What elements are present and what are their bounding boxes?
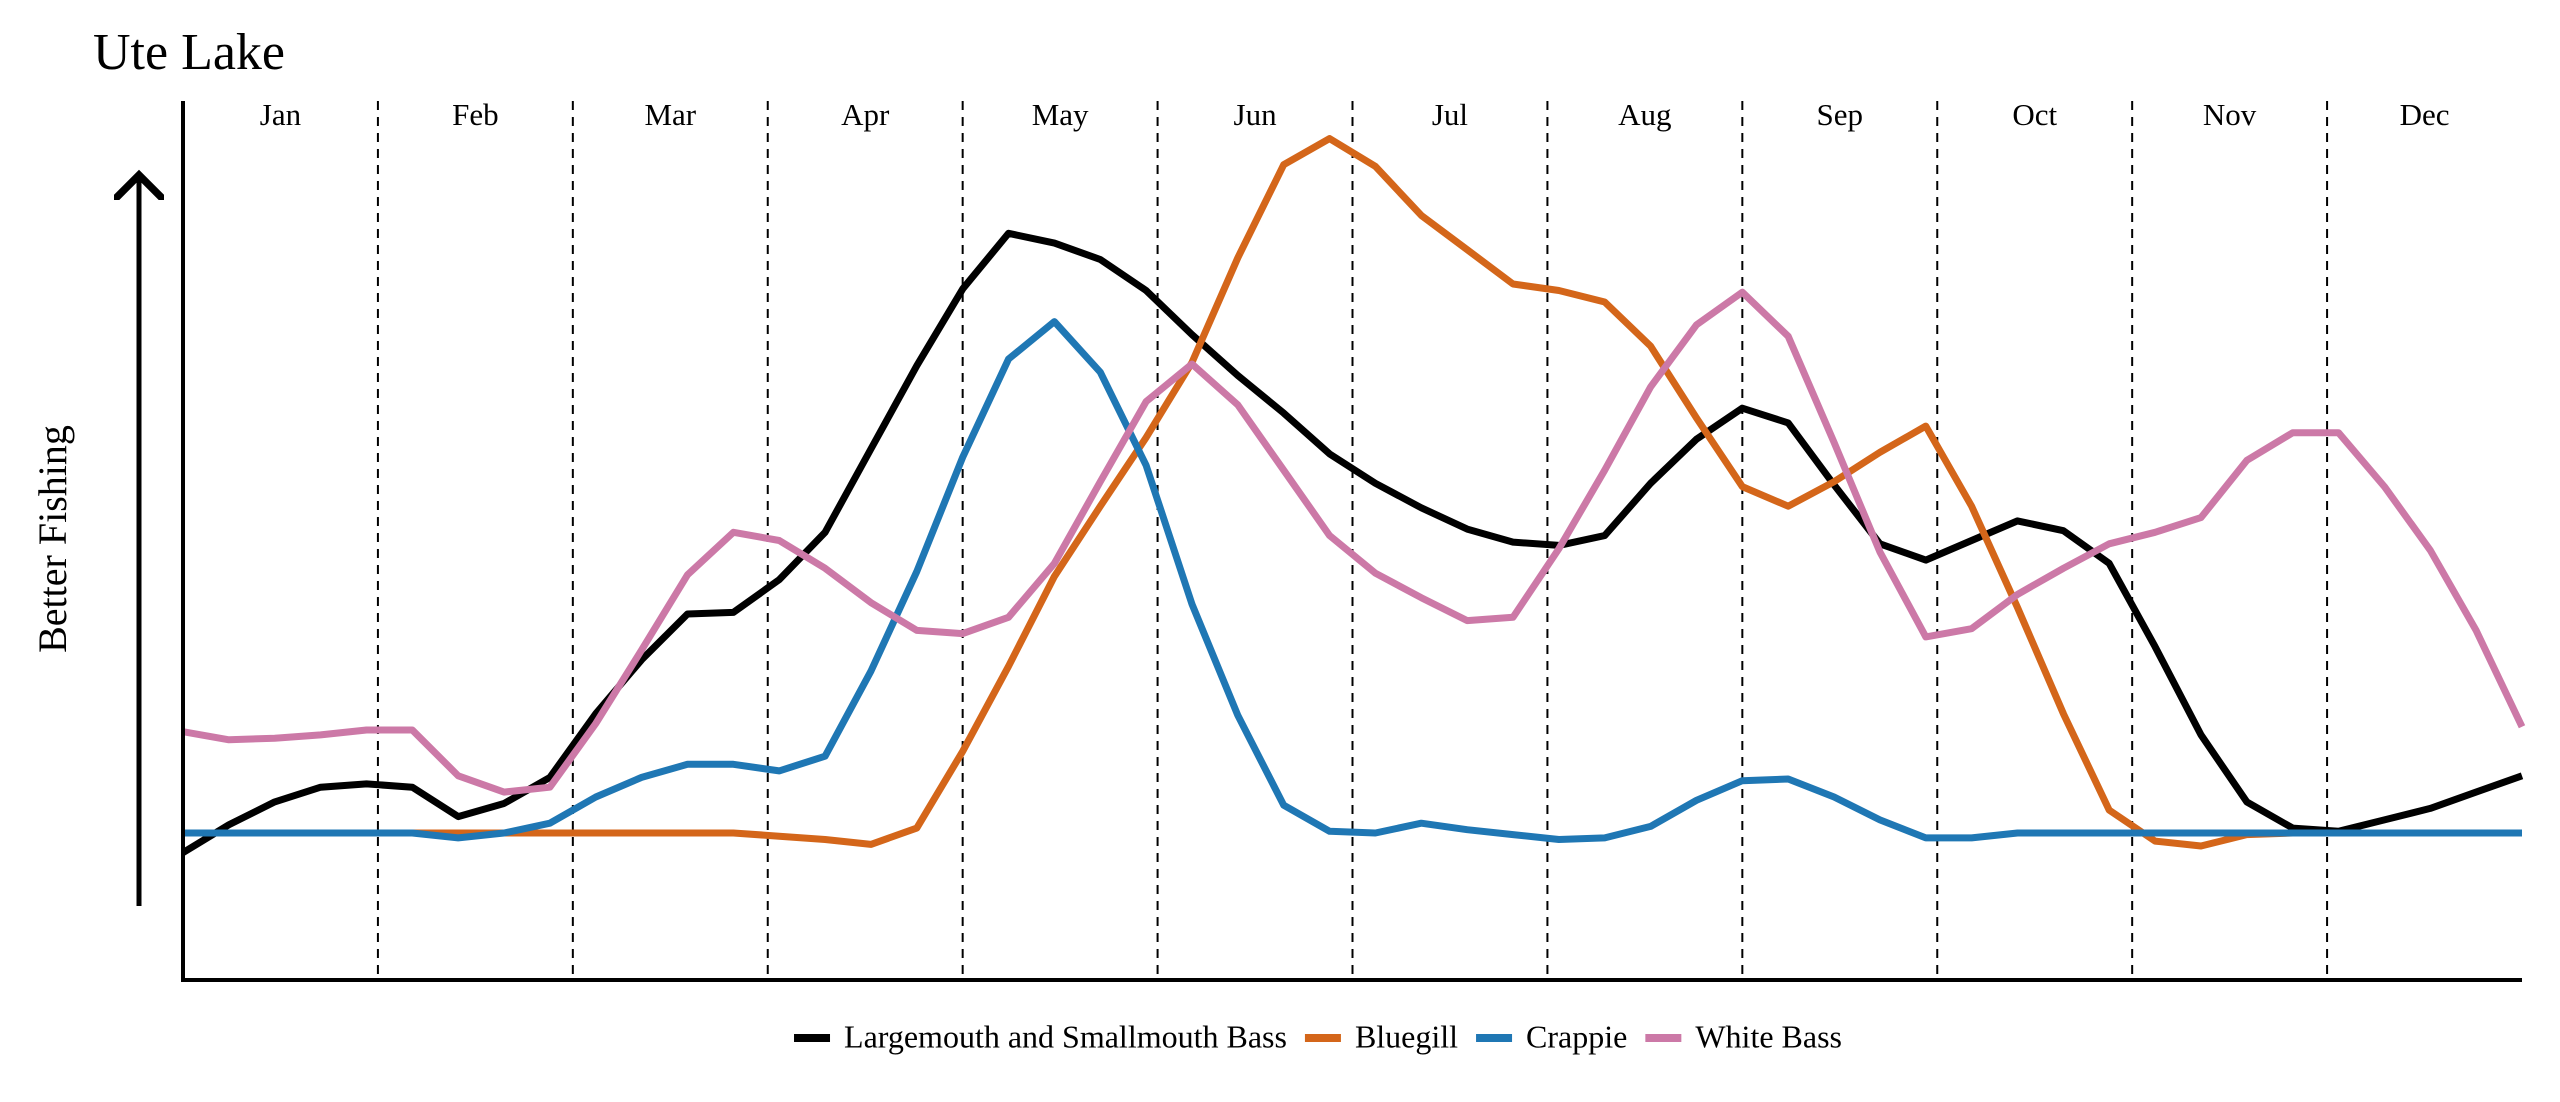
month-label: Mar: [644, 97, 696, 132]
legend-label: Bluegill: [1355, 1018, 1458, 1054]
legend-label: Crappie: [1526, 1018, 1627, 1054]
series-line: [183, 135, 2522, 850]
series-line: [183, 318, 2522, 843]
month-label: Oct: [2012, 97, 2057, 132]
month-label: Jun: [1234, 97, 1278, 132]
series-line: [182, 288, 2526, 796]
legend-label: White Bass: [1695, 1018, 1842, 1054]
month-label: Feb: [452, 97, 499, 132]
month-label: Nov: [2203, 97, 2257, 132]
month-label: Jan: [260, 97, 302, 132]
month-label: Aug: [1618, 97, 1671, 132]
chart-title: Ute Lake: [93, 24, 285, 81]
month-label: Jul: [1432, 97, 1468, 132]
legend-label: Largemouth and Smallmouth Bass: [844, 1018, 1287, 1054]
y-axis-label: Better Fishing: [30, 425, 75, 653]
month-label: May: [1032, 97, 1089, 132]
month-label: Sep: [1817, 97, 1864, 132]
month-label: Dec: [2400, 97, 2450, 132]
series-line: [181, 229, 2524, 856]
month-label: Apr: [841, 97, 890, 132]
